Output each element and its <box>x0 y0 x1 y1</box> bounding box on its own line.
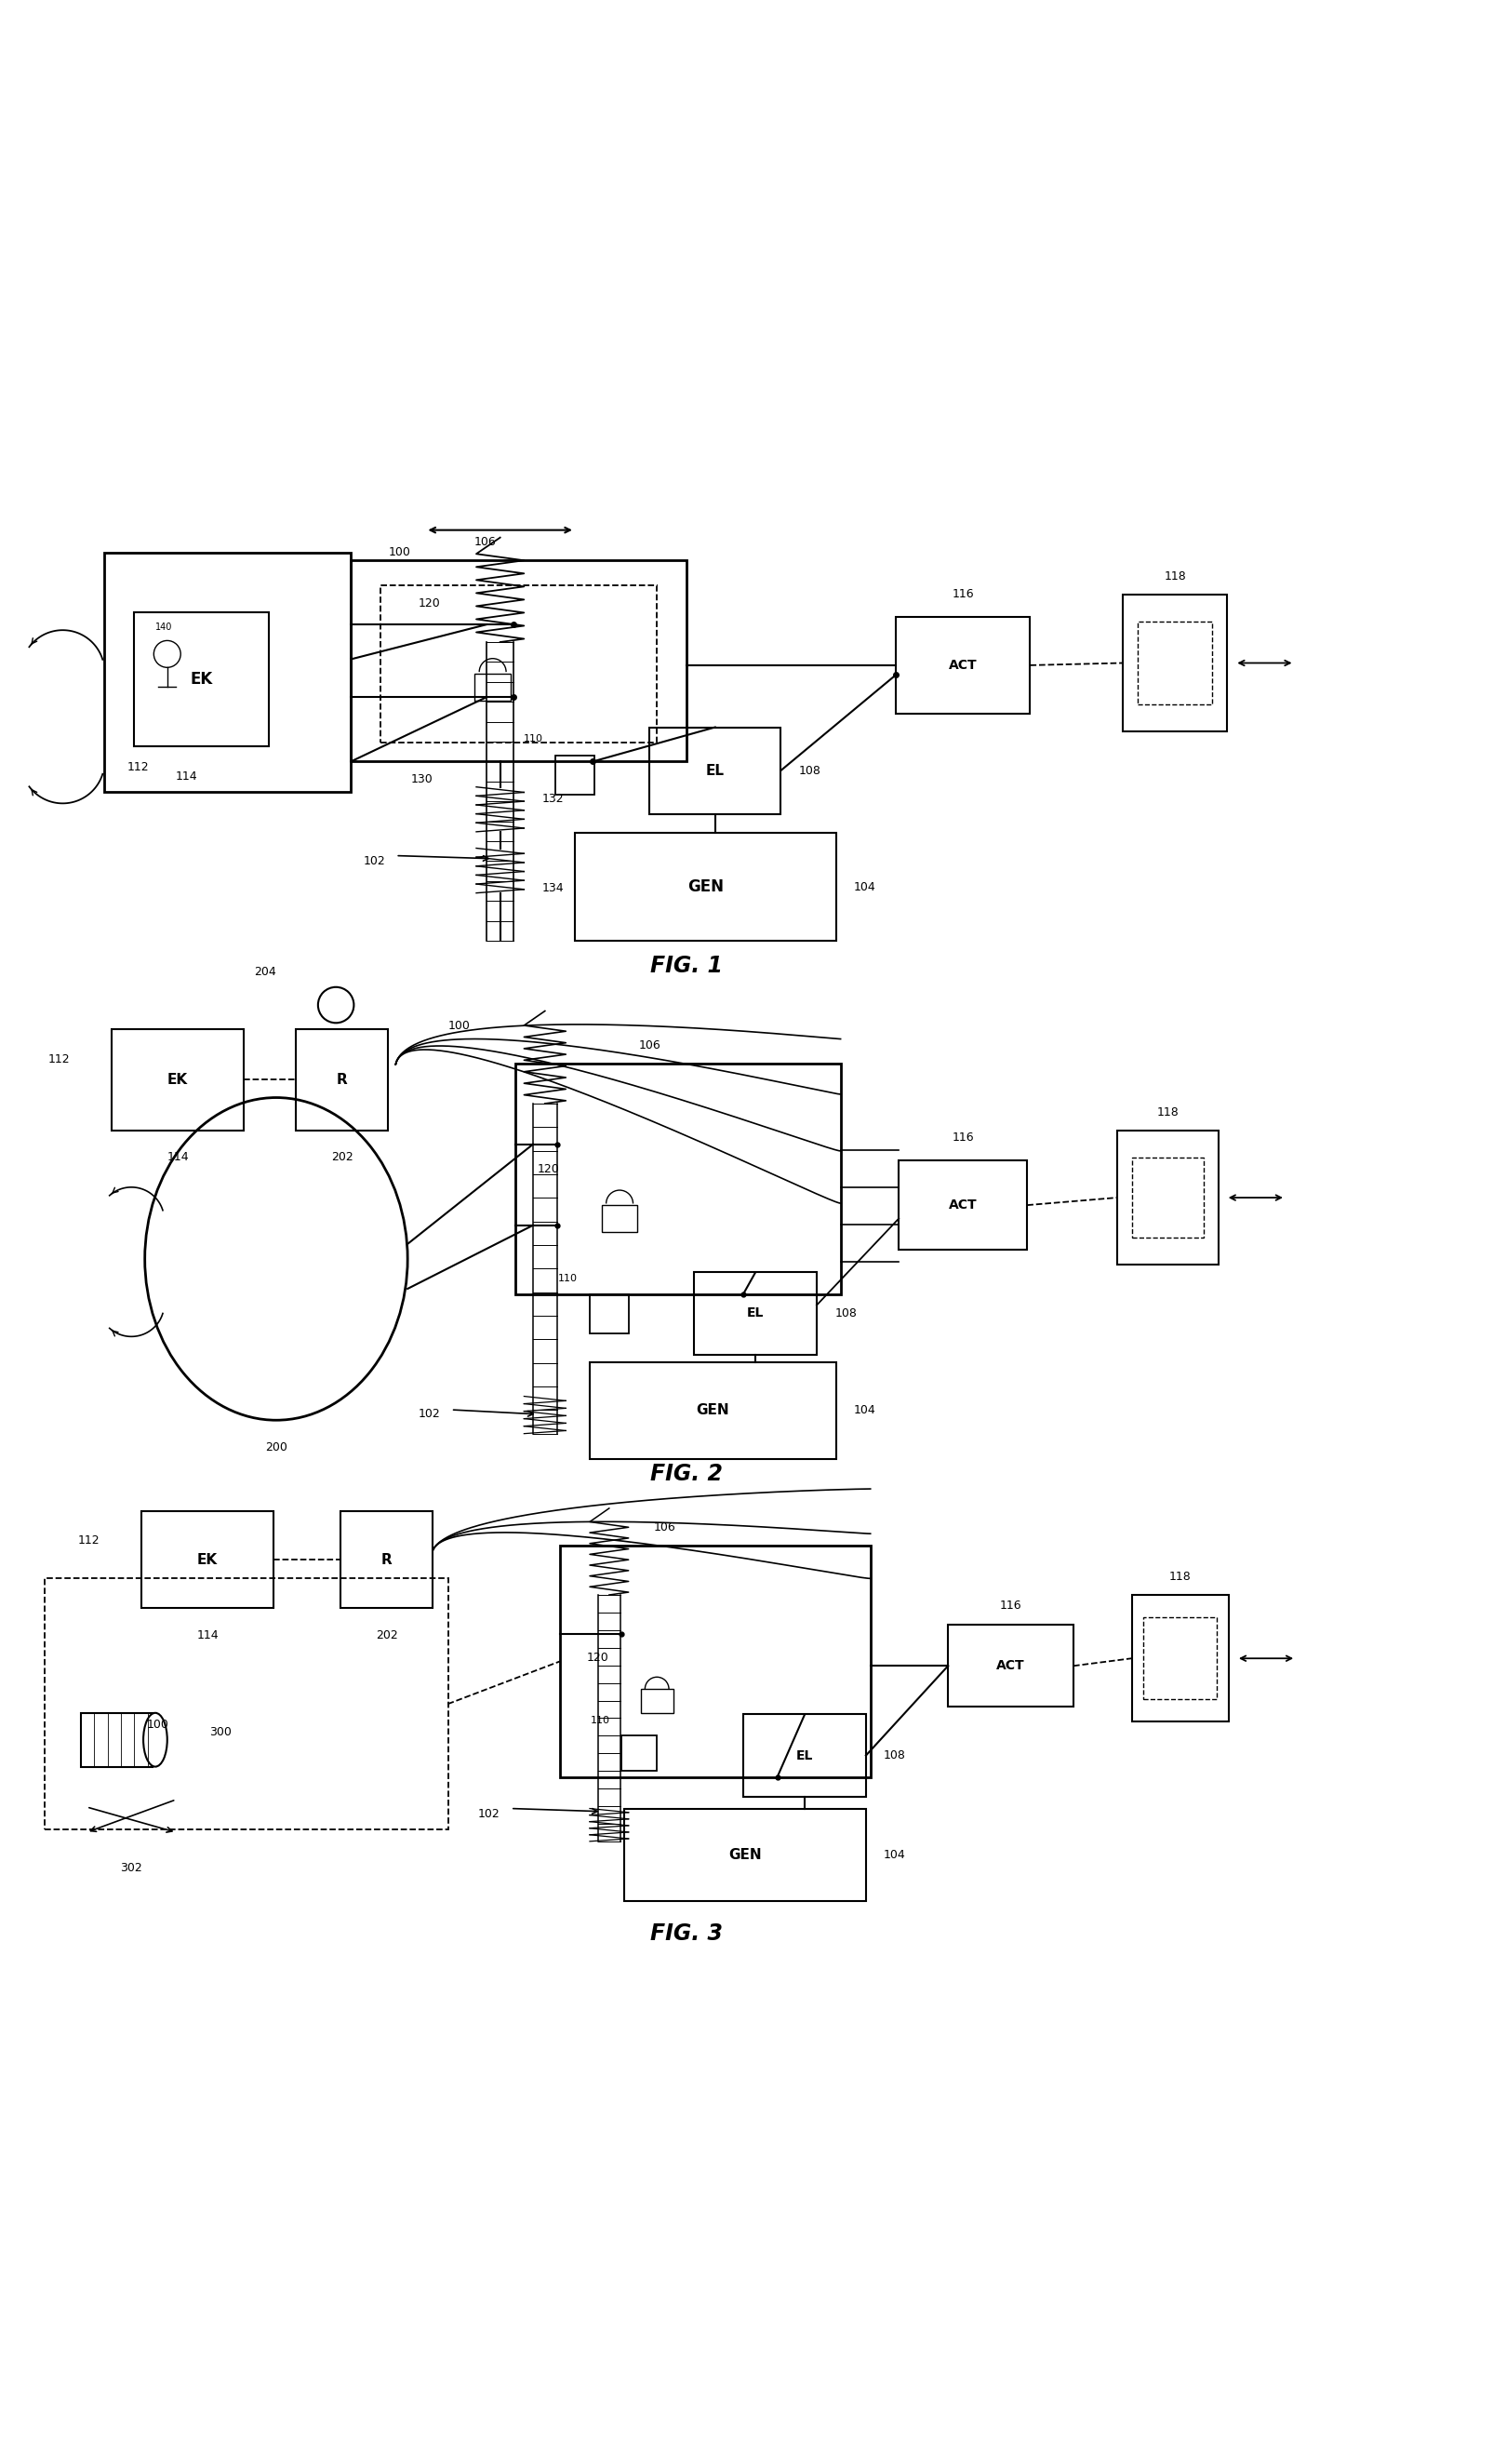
Text: 116: 116 <box>1000 1599 1021 1611</box>
Text: 104: 104 <box>854 1404 876 1417</box>
Bar <box>590 1363 836 1459</box>
Ellipse shape <box>143 1712 167 1767</box>
Text: EK: EK <box>167 1072 188 1087</box>
Bar <box>602 1205 638 1232</box>
Text: 106: 106 <box>639 1040 660 1052</box>
Text: 202: 202 <box>331 1151 352 1163</box>
Bar <box>515 1064 841 1294</box>
Text: 110: 110 <box>590 1715 611 1725</box>
Bar <box>81 1712 152 1767</box>
Bar <box>1132 1158 1203 1237</box>
Text: FIG. 3: FIG. 3 <box>651 1922 723 1944</box>
Text: 102: 102 <box>363 855 385 867</box>
Text: 106: 106 <box>475 537 496 547</box>
Bar <box>1132 1594 1229 1722</box>
Text: 112: 112 <box>78 1535 100 1547</box>
Bar <box>1123 594 1227 732</box>
Bar <box>1144 1616 1217 1700</box>
Text: 116: 116 <box>953 589 973 601</box>
Text: R: R <box>336 1072 348 1087</box>
Text: ACT: ACT <box>948 658 978 673</box>
Bar <box>105 552 351 791</box>
Bar <box>896 616 1030 715</box>
Text: EL: EL <box>746 1306 764 1321</box>
Text: 120: 120 <box>537 1163 560 1175</box>
Text: ACT: ACT <box>948 1198 978 1212</box>
Text: 102: 102 <box>418 1407 440 1419</box>
Text: 104: 104 <box>854 882 876 892</box>
Text: 200: 200 <box>266 1441 287 1454</box>
Text: 108: 108 <box>835 1308 857 1318</box>
Text: 108: 108 <box>799 764 821 776</box>
Bar <box>112 1030 243 1131</box>
Text: R: R <box>381 1552 393 1567</box>
Text: 114: 114 <box>176 771 197 784</box>
Text: 300: 300 <box>209 1727 231 1740</box>
Bar <box>948 1624 1073 1708</box>
Text: 140: 140 <box>155 623 173 631</box>
Bar <box>590 1294 629 1333</box>
Bar <box>142 1510 273 1609</box>
Text: 102: 102 <box>478 1809 500 1821</box>
Text: GEN: GEN <box>687 880 724 894</box>
Bar <box>575 833 836 941</box>
Text: EL: EL <box>706 764 724 779</box>
Text: 204: 204 <box>254 966 276 978</box>
Text: 114: 114 <box>197 1629 218 1641</box>
Text: FIG. 2: FIG. 2 <box>651 1464 723 1486</box>
Text: 118: 118 <box>1165 569 1185 582</box>
Text: EK: EK <box>197 1552 218 1567</box>
Text: EL: EL <box>796 1749 814 1762</box>
Text: 132: 132 <box>542 793 564 806</box>
Bar <box>624 1809 866 1902</box>
Text: FIG. 1: FIG. 1 <box>651 956 723 978</box>
Bar <box>744 1715 866 1796</box>
Text: GEN: GEN <box>729 1848 761 1863</box>
Bar <box>1117 1131 1218 1264</box>
Text: 302: 302 <box>121 1863 142 1875</box>
Bar <box>694 1271 817 1355</box>
Text: 120: 120 <box>587 1651 609 1663</box>
Text: 120: 120 <box>418 596 440 609</box>
Bar <box>351 559 687 761</box>
Text: 112: 112 <box>48 1052 70 1064</box>
Bar <box>555 756 594 793</box>
Bar <box>340 1510 433 1609</box>
Text: 114: 114 <box>167 1151 188 1163</box>
Circle shape <box>318 988 354 1023</box>
Bar <box>560 1545 870 1777</box>
Text: 100: 100 <box>146 1720 169 1730</box>
Text: 202: 202 <box>376 1629 397 1641</box>
Text: ACT: ACT <box>996 1658 1026 1673</box>
Text: 130: 130 <box>411 774 433 786</box>
Text: 104: 104 <box>884 1848 906 1860</box>
Text: 108: 108 <box>884 1749 906 1762</box>
Text: 118: 118 <box>1169 1572 1191 1582</box>
Text: 118: 118 <box>1157 1106 1178 1119</box>
Text: 106: 106 <box>654 1523 675 1533</box>
Bar <box>899 1161 1027 1249</box>
Text: 116: 116 <box>953 1131 973 1143</box>
Text: 100: 100 <box>448 1020 470 1032</box>
Bar <box>649 727 781 813</box>
Bar <box>381 586 657 742</box>
Bar <box>134 611 269 747</box>
Text: 112: 112 <box>127 761 149 774</box>
Bar <box>296 1030 388 1131</box>
Text: 110: 110 <box>557 1274 578 1284</box>
Text: GEN: GEN <box>696 1404 730 1417</box>
Bar <box>640 1688 673 1712</box>
Text: 134: 134 <box>542 882 564 894</box>
Bar <box>621 1735 657 1772</box>
Bar <box>475 673 511 700</box>
Text: 100: 100 <box>388 547 411 559</box>
Bar <box>1138 621 1212 705</box>
Text: 110: 110 <box>523 734 543 744</box>
Bar <box>45 1579 448 1828</box>
Text: EK: EK <box>190 670 213 687</box>
